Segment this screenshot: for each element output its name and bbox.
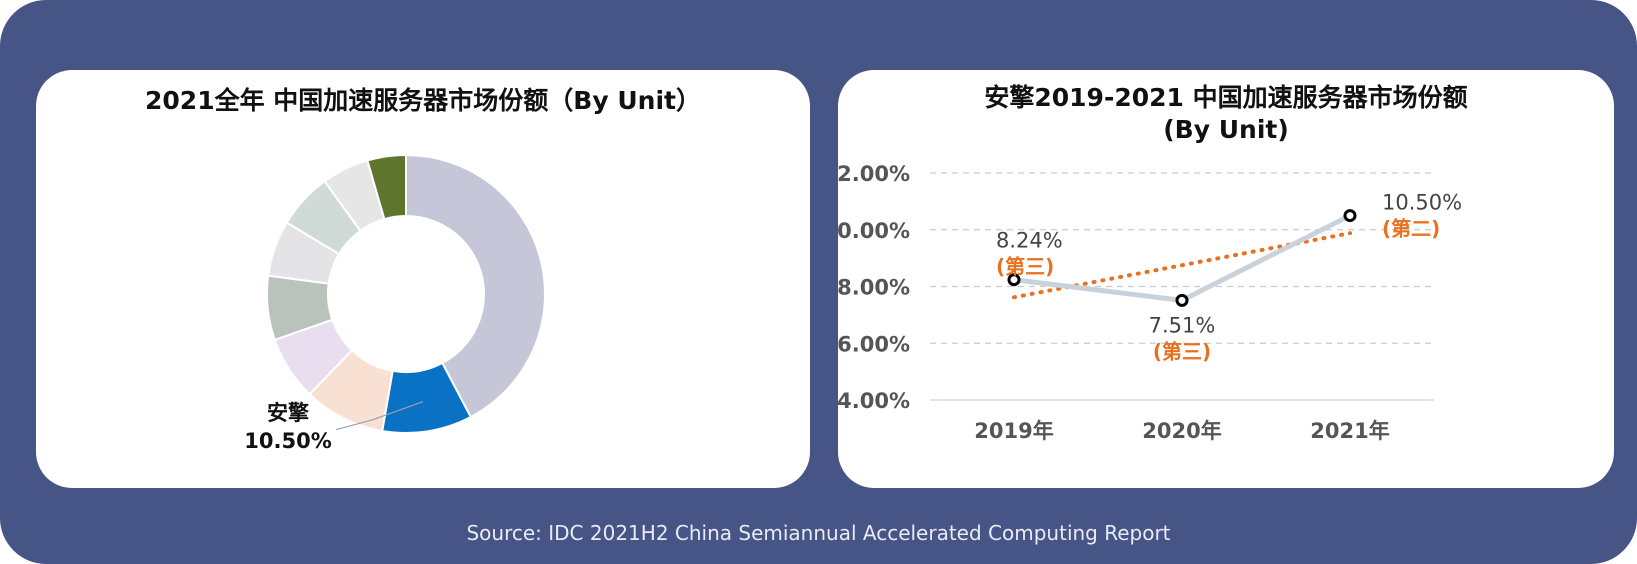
trendline [1012,231,1352,300]
series-point [1343,209,1357,223]
x-tick-label: 2020年 [1142,419,1221,443]
rank-label: (第三) [1153,339,1211,363]
donut-highlight-value: 10.50% [244,429,331,453]
y-tick-label: 12.00% [838,162,910,186]
donut-slice [366,153,407,221]
rank-label: (第二) [1382,217,1440,241]
line-chart-title-line-1: 安擎2019-2021 中国加速服务器市场份额 [984,83,1468,112]
x-tick-label: 2021年 [1310,419,1389,443]
donut-highlight-label: 安擎 [267,401,309,425]
rank-label: (第三) [996,255,1054,279]
source-note: Source: IDC 2021H2 China Semiannual Acce… [466,521,1171,545]
y-tick-label: 6.00% [838,332,910,356]
donut-chart-title: 2021全年 中国加速服务器市场份额（By Unit） [145,86,701,115]
series-point [1175,293,1189,307]
line-chart: 12.00% 10.00% 8.00% 6.00% 4.00% 2019年 2020年 202… [838,162,1462,443]
data-label: 8.24% [996,229,1063,253]
y-tick-label: 4.00% [838,389,910,413]
y-tick-label: 8.00% [838,276,910,300]
line-chart-card: 安擎2019-2021 中国加速服务器市场份额 (By Unit) 12.00%… [838,70,1614,488]
data-label: 7.51% [1149,313,1216,337]
line-chart-title-line-2: (By Unit) [1163,115,1289,144]
x-tick-label: 2019年 [974,419,1053,443]
line-chart-title: 安擎2019-2021 中国加速服务器市场份额 (By Unit) [838,82,1614,146]
y-tick-label: 10.00% [838,219,910,243]
series-point [1007,273,1021,287]
donut-leader-line [335,401,424,431]
donut-slice [405,153,546,419]
donut-chart: 安擎 10.50% [244,153,546,453]
series-line [1013,213,1352,303]
donut-chart-card: 2021全年 中国加速服务器市场份额（By Unit） 安擎 10.50% [36,70,810,488]
data-label: 10.50% [1382,191,1462,215]
